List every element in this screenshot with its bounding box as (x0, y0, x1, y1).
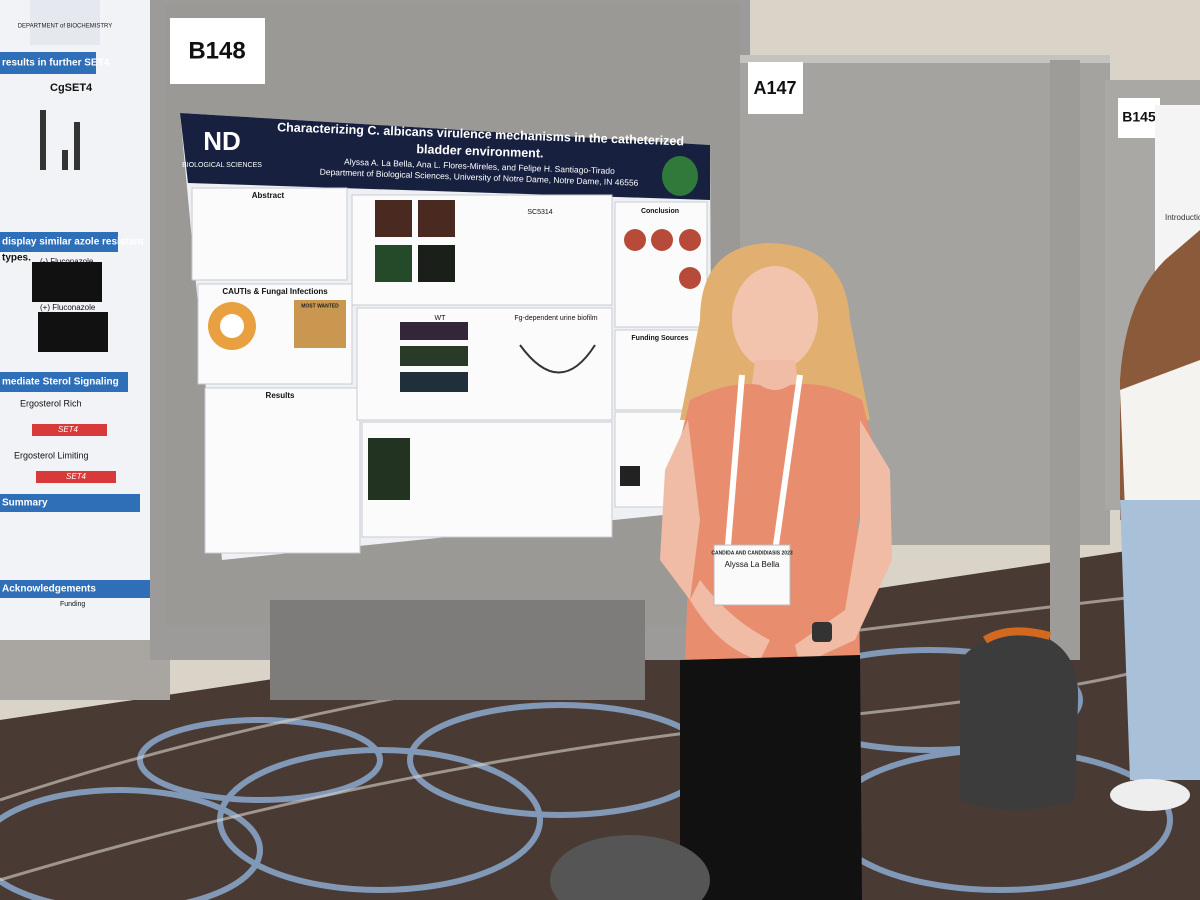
badge (713, 544, 791, 606)
left-text: Funding (60, 601, 85, 608)
logo-mark: ND (203, 126, 241, 156)
micrograph (418, 245, 455, 282)
right-poster-heading: Introduction (1165, 213, 1200, 222)
backpack (960, 632, 1079, 810)
forearm (690, 580, 770, 660)
bladder (624, 229, 646, 251)
left-text: SET4 (58, 425, 79, 434)
gene-box (32, 424, 107, 436)
left-text: types. (2, 253, 31, 264)
micrograph (375, 245, 412, 282)
mascot (662, 156, 698, 196)
panel (614, 201, 708, 328)
board-label-text: A147 (753, 78, 796, 98)
section-heading: CAUTIs & Fungal Infections (222, 287, 328, 296)
other-shirt (1120, 360, 1200, 520)
right-arm (795, 420, 892, 665)
bladder-icons (624, 229, 701, 289)
section-heading: Funding Sources (631, 335, 688, 342)
foreground-head (550, 835, 710, 900)
micrograph (400, 346, 468, 366)
swirl (0, 787, 263, 900)
left-text: Ergosterol Limiting (14, 450, 89, 460)
backpack-trim (982, 627, 1052, 644)
banner (0, 372, 128, 392)
left-poster-header: DEPARTMENT of BIOCHEMISTRY (18, 24, 113, 30)
left-poster-logo (30, 0, 100, 45)
poster-logo: BIOLOGICAL SCIENCES (182, 162, 262, 169)
plate (38, 312, 108, 352)
poster-title: bladder environment. (416, 142, 544, 160)
presenter: CANDIDA AND CANDIDIASIS 2023 Alyssa La B… (660, 243, 892, 900)
left-text: results in further SET4 (2, 58, 110, 69)
bladder (679, 229, 701, 251)
bar (62, 150, 68, 170)
section-heading: SC5314 (527, 209, 552, 216)
section-heading: Results (266, 391, 295, 400)
micrograph (400, 372, 468, 392)
left-text: (-) Fluconazole (40, 257, 94, 266)
carpet (0, 540, 1200, 900)
bar (40, 110, 46, 170)
swirl (137, 717, 383, 803)
watch (812, 622, 832, 642)
wanted-poster (294, 300, 346, 348)
left-text: display similar azole resistant (2, 237, 144, 248)
left-text: CgSET4 (50, 82, 93, 94)
post (1050, 60, 1080, 660)
lanyard (725, 374, 803, 546)
poster-header (180, 113, 710, 200)
left-text: SET4 (66, 472, 87, 481)
banner (0, 580, 150, 598)
left-text: mediate Sterol Signaling (2, 377, 119, 388)
left-text: Summary (2, 498, 48, 509)
board-label (170, 18, 265, 84)
board-label (748, 62, 803, 114)
section-heading: Conclusion (641, 208, 679, 215)
face (732, 266, 818, 370)
board-label (1118, 98, 1160, 138)
board-frame (740, 55, 1110, 63)
board-label-text: B145 (1122, 109, 1156, 125)
banner (0, 232, 118, 252)
panel (204, 387, 361, 554)
gene-box (36, 471, 116, 483)
micrograph (375, 200, 412, 237)
banner (0, 494, 140, 512)
micrograph (400, 322, 468, 340)
panel (191, 187, 348, 281)
panel (356, 307, 613, 421)
left-text: Acknowledgements (2, 584, 96, 595)
left-arm (660, 420, 700, 600)
plate (32, 262, 102, 302)
banner (0, 52, 96, 74)
qr-code (620, 466, 640, 486)
badge-name: Alyssa La Bella (725, 560, 780, 569)
section-heading: WT (435, 315, 447, 322)
other-shoe (1110, 779, 1190, 811)
micrographs (368, 200, 640, 500)
left-text: (+) Fluconazole (40, 303, 96, 312)
board-base (270, 600, 645, 700)
other-jeans (1120, 500, 1200, 780)
board-label-text: B148 (188, 37, 245, 64)
section-heading: Fg-dependent urine biofilm (514, 315, 597, 322)
pie-hole (220, 314, 244, 338)
micrograph (418, 200, 455, 237)
scatter-figure (519, 344, 596, 374)
left-text: Ergosterol Rich (20, 398, 82, 408)
bladder (679, 267, 701, 289)
bladder (651, 229, 673, 251)
badge-event: CANDIDA AND CANDIDIASIS 2023 (711, 550, 793, 556)
section-heading: Abstract (252, 191, 285, 200)
micrograph (368, 438, 410, 500)
section-heading: MOST WANTED (301, 303, 339, 309)
pants (680, 655, 862, 900)
bar (74, 122, 80, 170)
